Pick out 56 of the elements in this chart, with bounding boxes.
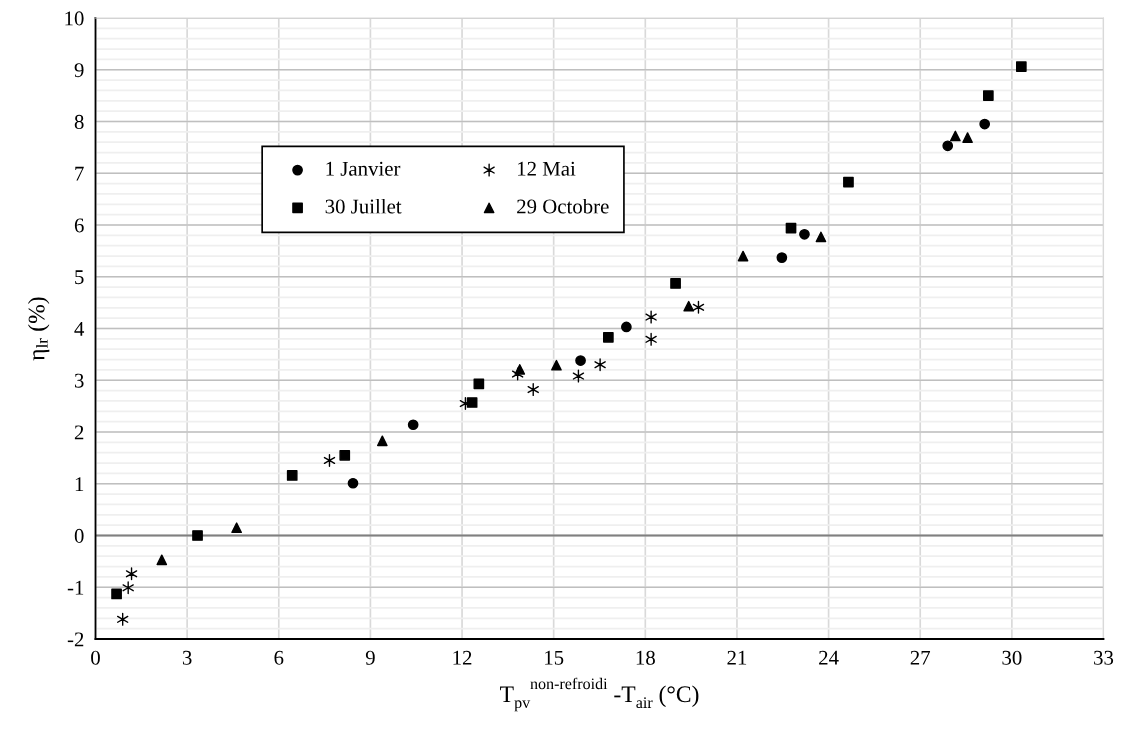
x-tick-label: 12 (453, 650, 472, 665)
point (683, 300, 695, 312)
point (192, 530, 203, 541)
point (942, 140, 954, 152)
point (670, 278, 681, 289)
y-axis-title: η$_{lr}$ (%) (27, 297, 50, 361)
x-tick-label: 6 (274, 650, 284, 665)
x-tick-label: 33 (1094, 650, 1114, 665)
y-tick-label: -2 (67, 632, 84, 647)
point (407, 419, 419, 431)
y-tick-label: 3 (74, 373, 84, 388)
legend-label: 1 Janvier (326, 161, 401, 176)
y-tick-label: -1 (67, 580, 84, 595)
point (962, 132, 973, 143)
point (737, 250, 749, 262)
point (982, 90, 994, 101)
y-tick-label: 10 (65, 11, 84, 26)
point (621, 321, 632, 333)
point (1015, 61, 1027, 72)
y-tick-label: 4 (74, 322, 85, 336)
x-tick-label: 21 (727, 650, 747, 665)
point (156, 554, 168, 566)
legend-label: 30 Juillet (325, 198, 402, 214)
x-tick-label: 24 (819, 650, 839, 665)
y-tick-label: 6 (74, 218, 84, 233)
point (111, 588, 122, 600)
point (575, 355, 586, 366)
x-tick-label: 27 (910, 650, 931, 665)
point (843, 176, 854, 188)
point (979, 118, 991, 130)
point (286, 470, 298, 481)
x-tick-label: 15 (545, 650, 564, 665)
legend-label: 29 Octobre (517, 198, 609, 214)
y-tick-label: 9 (74, 63, 84, 78)
x-tick-label: 9 (365, 650, 375, 665)
point (551, 359, 562, 371)
x-tick-label: 0 (91, 650, 100, 665)
point (347, 477, 359, 489)
x-tick-label: 30 (1002, 650, 1022, 665)
y-tick-label: 1 (75, 477, 84, 491)
point (950, 130, 961, 142)
y-tick-label: 0 (74, 528, 84, 543)
y-tick-label: 5 (75, 270, 84, 285)
y-tick-label: 7 (75, 166, 84, 181)
y-tick-label: 8 (74, 114, 84, 129)
point (473, 378, 485, 390)
point (339, 449, 351, 461)
point (815, 231, 827, 243)
point (603, 331, 614, 343)
point (799, 228, 810, 240)
x-tick-label: 18 (636, 650, 655, 665)
x-tick-label: 3 (182, 650, 192, 665)
y-tick-label: 2 (74, 425, 84, 440)
point (231, 522, 242, 534)
point (376, 435, 388, 447)
point (776, 252, 788, 263)
